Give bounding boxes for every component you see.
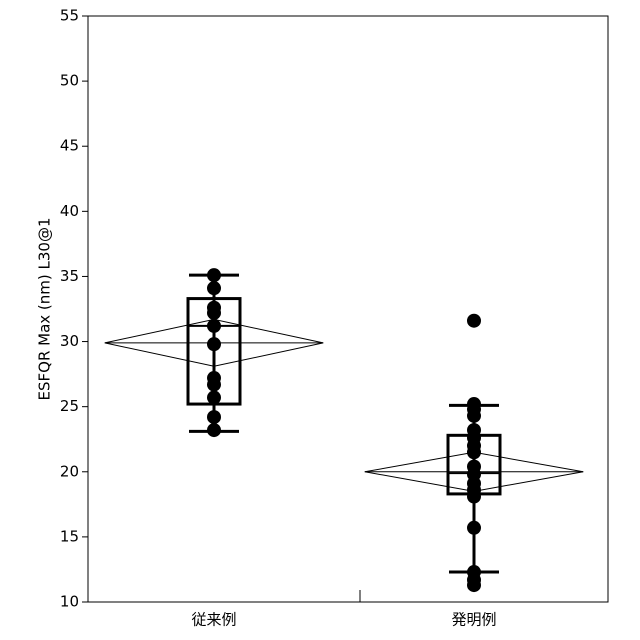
data-point (467, 314, 481, 328)
data-point (207, 423, 221, 437)
data-point (467, 578, 481, 592)
data-point (467, 409, 481, 423)
x-tick-label: 発明例 (451, 611, 496, 629)
y-tick-label: 15 (60, 527, 79, 545)
y-tick-label: 55 (60, 7, 79, 25)
data-point (467, 490, 481, 504)
x-tick-label: 従来例 (191, 611, 236, 629)
plot-frame (88, 16, 608, 602)
y-tick-label: 10 (60, 593, 79, 611)
data-point (207, 268, 221, 282)
y-tick-label: 50 (60, 72, 79, 90)
page: {"chart_data": {"type": "box", "y_label"… (0, 0, 640, 640)
y-tick-label: 35 (60, 267, 79, 285)
data-point (207, 281, 221, 295)
y-tick-label: 45 (60, 137, 79, 155)
y-tick-label: 30 (60, 332, 79, 350)
y-tick-label: 25 (60, 397, 79, 415)
data-point (207, 337, 221, 351)
y-tick-label: 20 (60, 462, 79, 480)
data-point (467, 521, 481, 535)
data-point (207, 306, 221, 320)
data-point (207, 391, 221, 405)
y-axis-label: ESFQR Max (nm) L30@1 (36, 218, 54, 401)
chart: ESFQR Max (nm) L30@1 10 15 20 25 30 35 40 45 50 5… (0, 0, 640, 640)
data-point (207, 378, 221, 392)
data-point (207, 319, 221, 333)
data-point (467, 445, 481, 459)
y-tick-label: 40 (60, 202, 79, 220)
data-point (207, 410, 221, 424)
